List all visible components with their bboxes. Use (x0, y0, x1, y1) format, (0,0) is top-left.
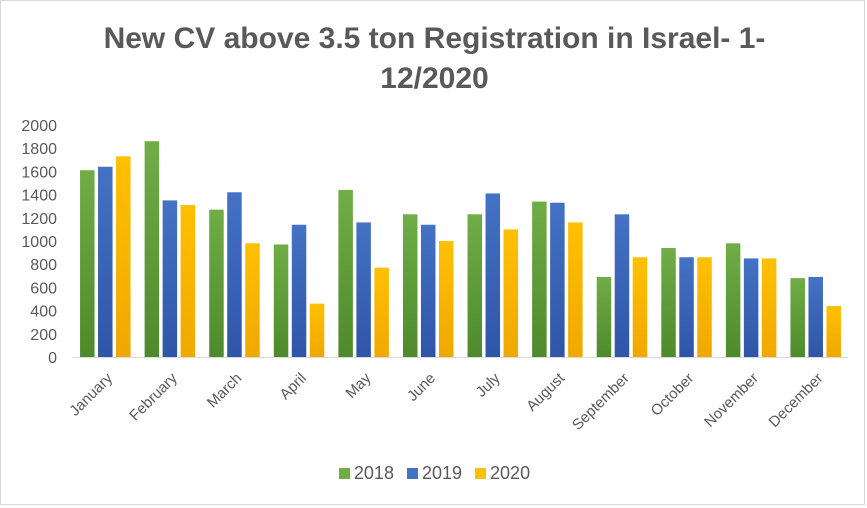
bar-2018-december (790, 278, 805, 357)
x-tick-label: April (277, 370, 310, 403)
legend-swatch-2018 (338, 468, 350, 479)
bar-2019-may (356, 222, 371, 357)
x-tick-label: May (342, 369, 374, 401)
legend: 2018 2019 2020 (1, 463, 867, 484)
y-tick-label: 600 (30, 280, 57, 297)
y-axis: 0 200 400 600 800 1000 1200 1400 1600 1800 2000 (21, 118, 57, 367)
bar-2020-june (438, 241, 454, 357)
x-tick-label: August (523, 369, 569, 415)
bar-2020-may (374, 267, 389, 357)
bar-2018-march (209, 209, 224, 357)
x-tick-label: July (473, 369, 504, 400)
y-tick-label: 1000 (21, 234, 57, 251)
bar-2020-november (761, 258, 777, 357)
x-tick-label: February (126, 369, 181, 424)
bar-2018-october (661, 247, 676, 357)
x-tick-label: October (648, 370, 698, 420)
bar-2019-july (485, 193, 501, 357)
bar-2019-february (162, 200, 178, 357)
legend-label-2020: 2020 (490, 463, 531, 483)
bar-2018-september (596, 276, 612, 357)
bar-2020-february (180, 205, 196, 357)
y-tick-label: 1600 (21, 164, 57, 181)
bar-2019-september (614, 214, 630, 357)
bar-2018-february (144, 141, 160, 357)
y-tick-label: 1400 (21, 188, 57, 205)
y-tick-label: 400 (30, 304, 57, 321)
legend-label-2019: 2019 (421, 463, 463, 483)
x-axis: January February March April May June July Augu… (66, 357, 848, 434)
chart-title: New CV above 3.5 ton Registration in Isr… (1, 19, 867, 99)
bar-2020-march (245, 243, 260, 357)
bar-2020-january (116, 156, 131, 357)
bar-2018-august (532, 201, 547, 357)
y-tick-label: 1800 (21, 141, 57, 158)
legend-label-2018: 2018 (353, 463, 394, 483)
y-tick-label: 2000 (21, 118, 57, 135)
x-tick-label: March (204, 370, 245, 411)
bar-2020-august (568, 222, 583, 357)
bar-2019-november (743, 258, 759, 357)
y-tick-label: 1200 (21, 211, 57, 228)
chart-title-line-1: New CV above 3.5 ton Registration in Isr… (103, 22, 766, 55)
x-tick-label: December (766, 370, 827, 431)
y-tick-label: 800 (30, 257, 57, 274)
chart-title-line-2: 12/2020 (380, 62, 489, 95)
x-tick-label: June (404, 370, 439, 405)
bar-2019-january (98, 166, 113, 357)
bar-2019-june (420, 224, 436, 357)
bar-2020-october (697, 257, 712, 357)
bar-2019-december (808, 276, 823, 357)
bar-2018-july (467, 214, 483, 357)
bar-2020-december (826, 305, 841, 357)
bar-2020-september (632, 257, 648, 357)
legend-swatch-2020 (475, 468, 487, 479)
bar-2019-october (679, 257, 694, 357)
bar-2020-april (309, 303, 325, 357)
bar-2018-november (725, 243, 741, 357)
bar-2019-march (227, 192, 242, 357)
bar-2019-august (550, 202, 565, 357)
bar-2018-june (402, 214, 418, 357)
x-tick-label: September (569, 370, 633, 434)
legend-item-2018: 2018 (338, 463, 394, 484)
x-tick-label: January (66, 369, 116, 419)
bar-2018-april (273, 244, 289, 357)
x-tick-label: November (701, 370, 762, 431)
bars (80, 141, 841, 357)
y-tick-label: 0 (48, 350, 57, 367)
legend-swatch-2019 (406, 468, 418, 479)
bar-2019-april (291, 224, 307, 357)
legend-item-2020: 2020 (475, 463, 530, 484)
bar-2018-january (80, 170, 95, 357)
legend-item-2019: 2019 (406, 463, 463, 484)
y-tick-label: 200 (30, 327, 57, 344)
bar-2020-july (503, 229, 519, 357)
bar-2018-may (338, 189, 353, 357)
